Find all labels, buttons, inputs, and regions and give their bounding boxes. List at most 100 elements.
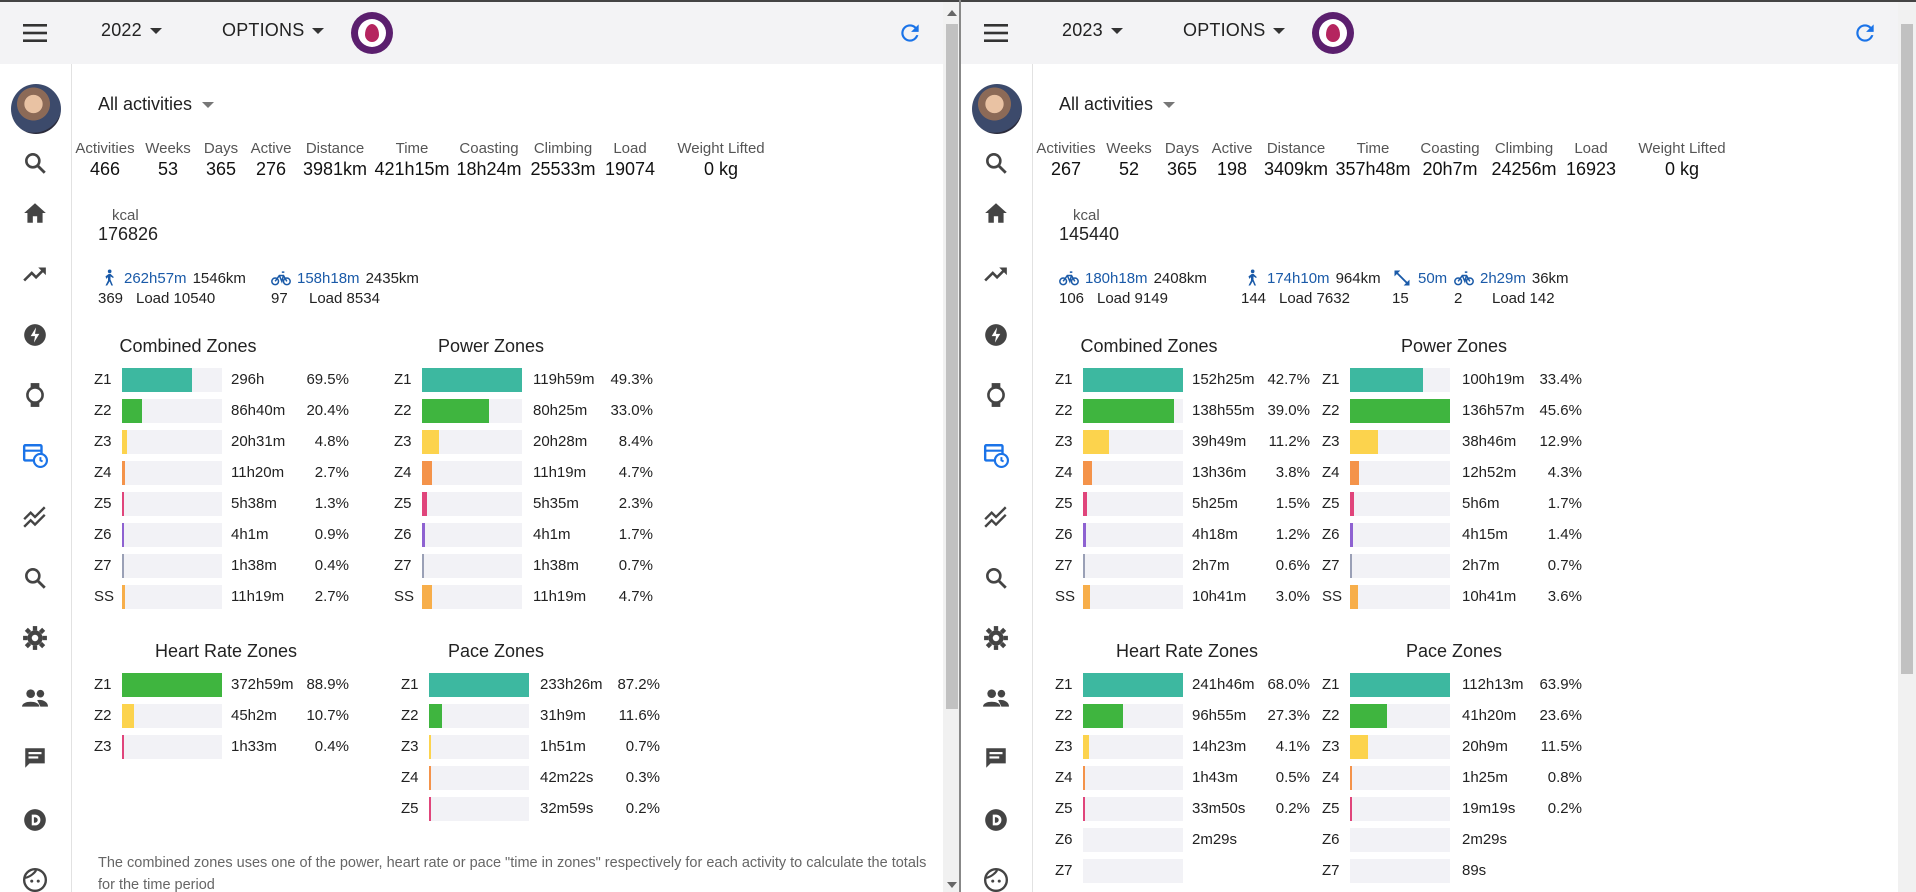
- zone-percent: 2.7%: [314, 464, 349, 481]
- sport-summary[interactable]: 262h57m 1546km 369 Load 10540: [98, 268, 246, 307]
- disqus-icon[interactable]: [983, 807, 1009, 833]
- settings-icon[interactable]: [22, 625, 48, 651]
- app-logo[interactable]: [1312, 12, 1354, 54]
- zone-row: Z2 86h40m 20.4%: [94, 399, 394, 423]
- zone-bar-track: [122, 673, 222, 697]
- watch-icon[interactable]: [22, 382, 48, 408]
- scrollbar-thumb[interactable]: [1901, 24, 1913, 674]
- year-label: 2022: [101, 20, 142, 40]
- scrollbar-thumb[interactable]: [946, 24, 958, 709]
- sport-summary[interactable]: 180h18m 2408km 106 Load 9149: [1059, 268, 1207, 308]
- pane-divider[interactable]: [959, 0, 962, 892]
- zone-bar-track: [429, 735, 529, 759]
- zone-row: Z7 89s: [1322, 859, 1622, 883]
- show-chart-icon[interactable]: [22, 504, 48, 530]
- stat-label: Weight Lifted: [677, 140, 765, 157]
- zone-bar-fill: [422, 368, 522, 392]
- zone-percent: 4.7%: [618, 464, 653, 481]
- zone-label: SS: [94, 588, 115, 605]
- zone-group-title: Power Zones: [1400, 336, 1508, 356]
- zone-label: Z3: [1055, 738, 1073, 755]
- sport-summary[interactable]: 174h10m 964km 144 Load 7632: [1241, 268, 1381, 307]
- year-dropdown[interactable]: 2022: [101, 20, 162, 41]
- app-logo[interactable]: [351, 12, 393, 54]
- search-icon[interactable]: [22, 150, 48, 176]
- zone-label: Z5: [394, 495, 412, 512]
- home-icon[interactable]: [983, 200, 1009, 226]
- disqus-icon[interactable]: [22, 807, 48, 833]
- options-dropdown[interactable]: OPTIONS: [1183, 20, 1286, 41]
- chevron-down-icon: [149, 27, 162, 34]
- bolt-icon[interactable]: [983, 322, 1009, 348]
- menu-button[interactable]: [961, 2, 1032, 64]
- zone-bar-track: [1083, 492, 1183, 516]
- zone-row: Z3 1h33m 0.4%: [94, 735, 394, 759]
- sport-summary[interactable]: 50m 15: [1392, 268, 1453, 308]
- zone-percent: 88.9%: [306, 676, 349, 693]
- stat-value: 0 kg: [703, 159, 739, 179]
- scrollbar[interactable]: [943, 2, 961, 892]
- stat-value: 365: [1166, 159, 1198, 179]
- zone-time: 112h13m: [1462, 676, 1524, 693]
- chat-icon[interactable]: [22, 745, 48, 771]
- stat-label: Time: [1356, 140, 1390, 157]
- zone-bar-track: [429, 766, 529, 790]
- zone-time: 11h19m: [533, 464, 587, 481]
- zone-row: Z4 11h19m 4.7%: [394, 461, 694, 485]
- trending-icon[interactable]: [22, 261, 48, 287]
- avatar[interactable]: [11, 84, 61, 134]
- sport-summary[interactable]: 158h18m 2435km 97 Load 8534: [271, 268, 419, 308]
- activity-filter-dropdown[interactable]: All activities: [1059, 94, 1176, 115]
- people-icon[interactable]: [983, 685, 1009, 711]
- refresh-icon[interactable]: [897, 20, 923, 46]
- show-chart-icon[interactable]: [983, 504, 1009, 530]
- zone-time: 1h51m: [540, 738, 586, 755]
- stat-time: Time 357h48m: [1335, 140, 1410, 180]
- calendar-clock-icon[interactable]: [983, 442, 1009, 468]
- stat-value: 20h7m: [1422, 159, 1478, 179]
- settings-icon[interactable]: [983, 625, 1009, 651]
- zone-bar-track: [1083, 430, 1183, 454]
- activity-filter-dropdown[interactable]: All activities: [98, 94, 215, 115]
- search-icon[interactable]: [983, 150, 1009, 176]
- zone-bar-fill: [422, 585, 432, 609]
- zone-bar-fill: [1350, 673, 1450, 697]
- search-icon[interactable]: [983, 565, 1009, 591]
- menu-button[interactable]: [0, 2, 71, 64]
- avatar[interactable]: [972, 84, 1022, 134]
- face-icon[interactable]: [983, 867, 1009, 892]
- zone-time: 2h7m: [1462, 557, 1500, 574]
- zone-row: Z6 4h1m 0.9%: [94, 523, 394, 547]
- watch-icon[interactable]: [983, 382, 1009, 408]
- year-dropdown[interactable]: 2023: [1062, 20, 1123, 41]
- zone-label: SS: [394, 588, 415, 605]
- zone-row: Z1 372h59m 88.9%: [94, 673, 394, 697]
- options-dropdown[interactable]: OPTIONS: [222, 20, 325, 41]
- zone-percent: 2.7%: [314, 588, 349, 605]
- refresh-icon[interactable]: [1852, 20, 1878, 46]
- stat-value: 18h24m: [456, 159, 522, 179]
- calendar-clock-icon[interactable]: [22, 442, 48, 468]
- bolt-icon[interactable]: [22, 322, 48, 348]
- people-icon[interactable]: [22, 685, 48, 711]
- stat-kcal: kcal 176826: [98, 207, 158, 245]
- menu-icon: [22, 24, 47, 42]
- zone-percent: 45.6%: [1539, 402, 1582, 419]
- zone-bar-track: [122, 735, 222, 759]
- zone-percent: 0.4%: [314, 557, 349, 574]
- zone-time: 1h25m: [1462, 769, 1508, 786]
- sport-summary[interactable]: 2h29m 36km 2 Load 142: [1454, 268, 1569, 308]
- search-icon[interactable]: [22, 565, 48, 591]
- zone-bar-track: [422, 585, 522, 609]
- chat-icon[interactable]: [983, 745, 1009, 771]
- trending-icon[interactable]: [983, 261, 1009, 287]
- scrollbar[interactable]: [1898, 2, 1916, 892]
- zone-percent: 39.0%: [1267, 402, 1310, 419]
- zone-percent: 4.3%: [1547, 464, 1582, 481]
- home-icon[interactable]: [22, 200, 48, 226]
- sport-load: Load 7632: [1279, 290, 1350, 307]
- zone-row: SS 10h41m 3.6%: [1322, 585, 1622, 609]
- zone-row: Z1 241h46m 68.0%: [1055, 673, 1355, 697]
- face-icon[interactable]: [22, 867, 48, 892]
- zone-time: 38h46m: [1462, 433, 1517, 450]
